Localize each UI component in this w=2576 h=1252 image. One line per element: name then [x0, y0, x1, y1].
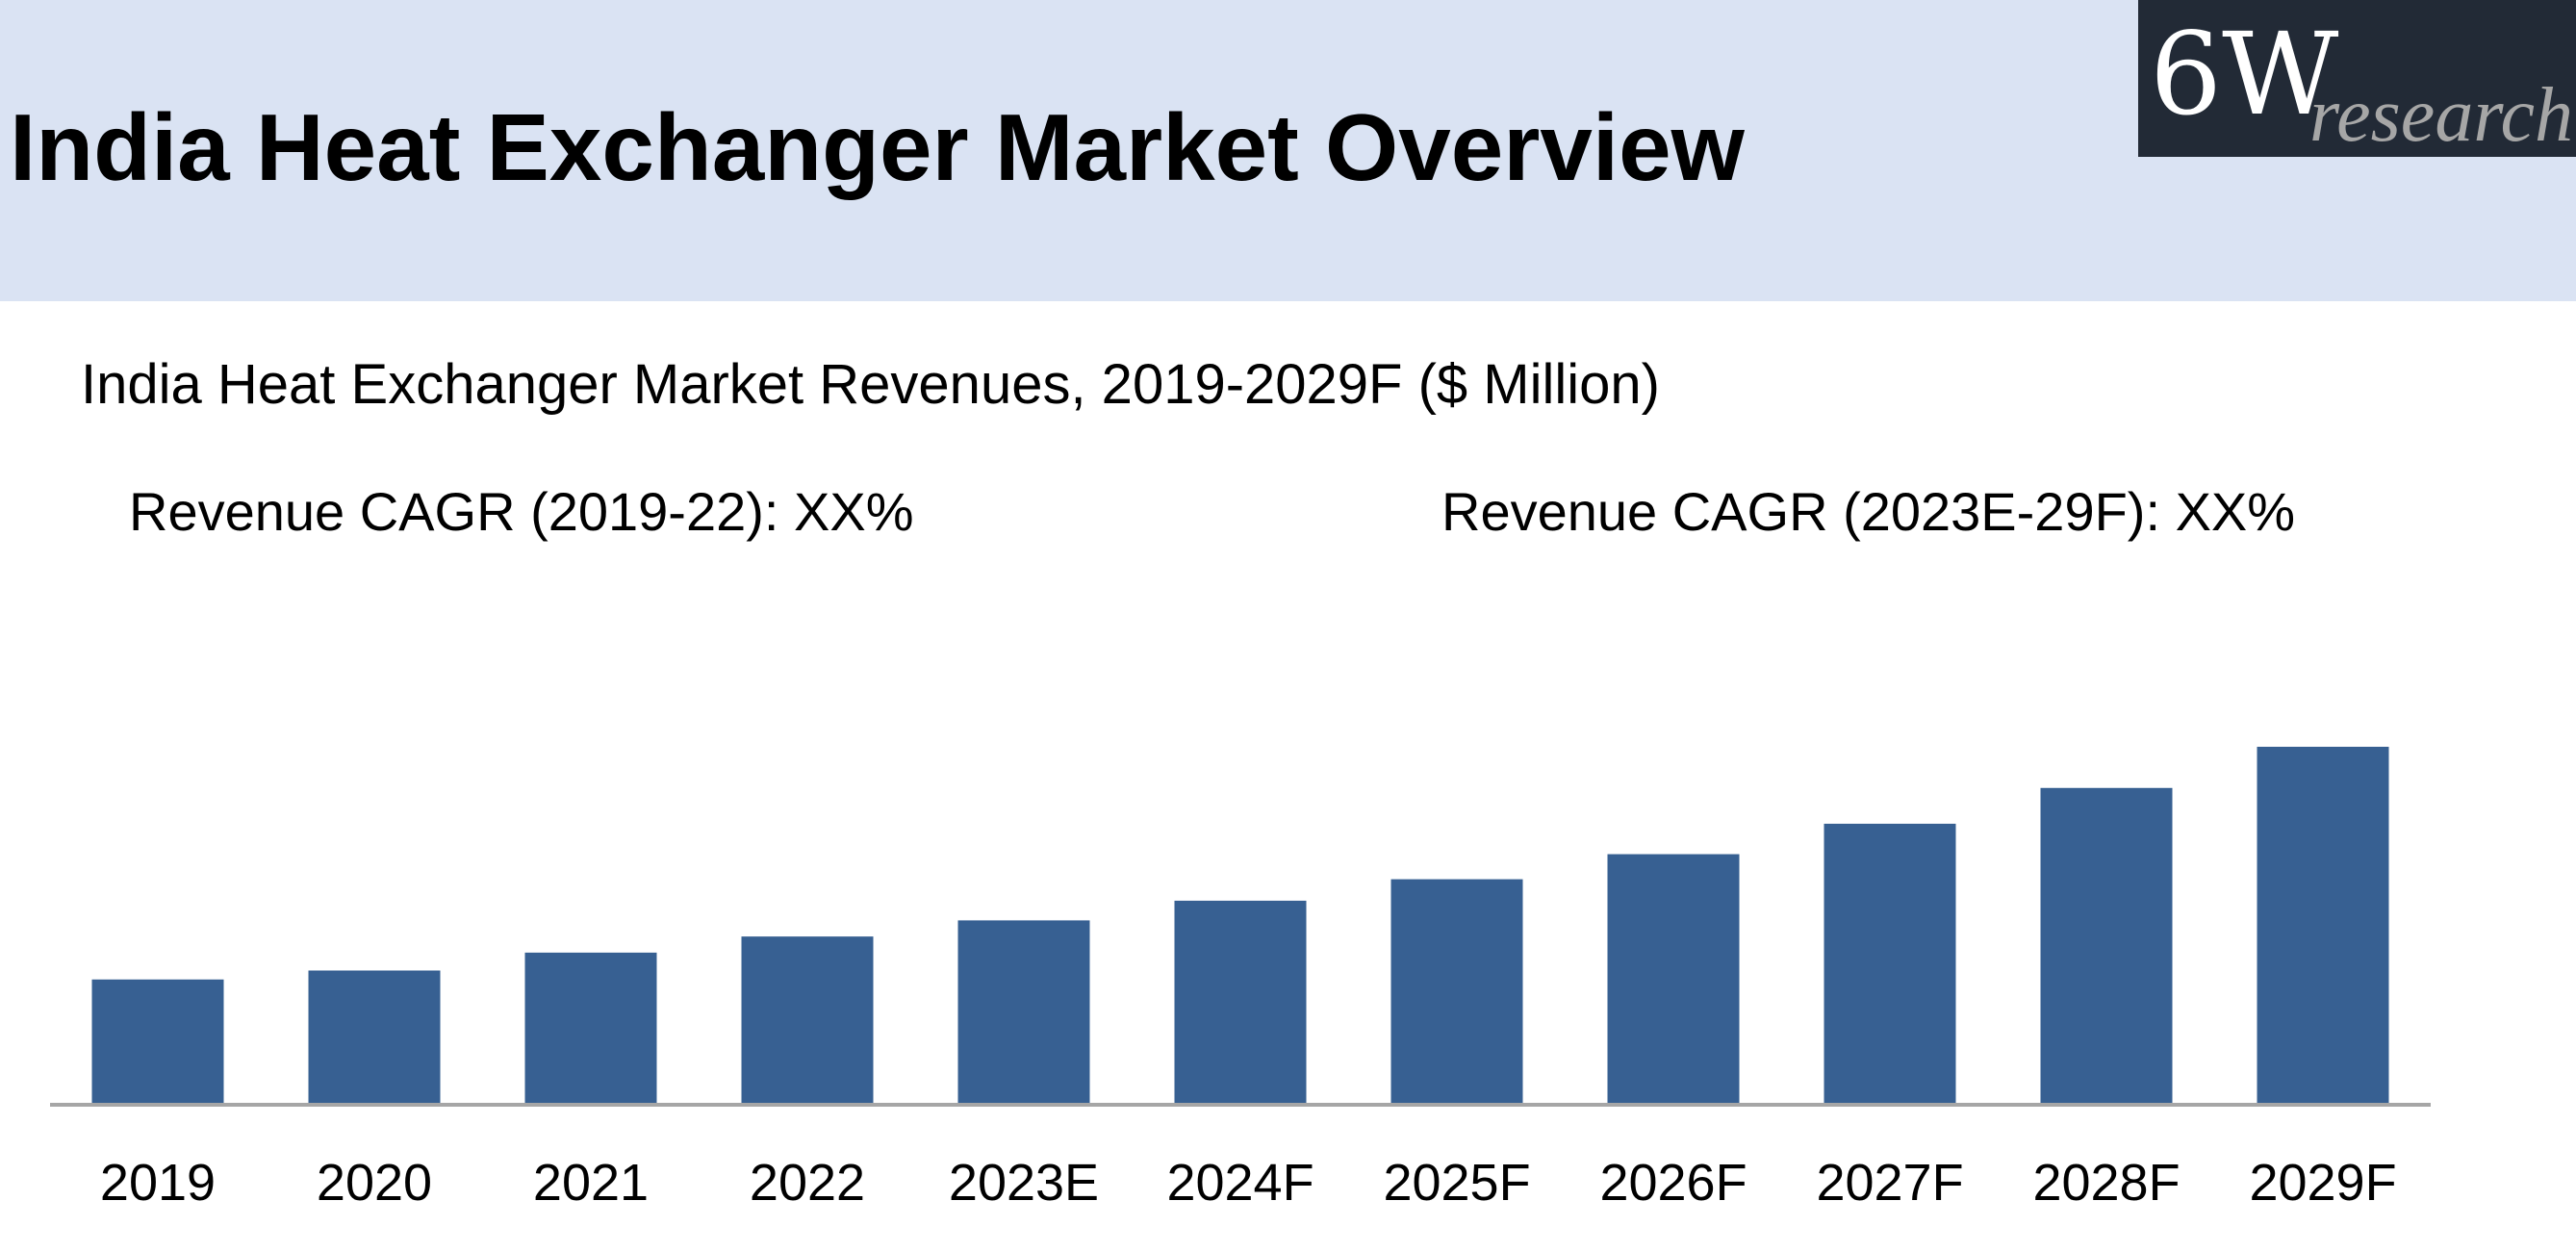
bar-2024F — [1174, 900, 1307, 1105]
bar-2020 — [308, 970, 441, 1105]
bar-2028F — [2040, 787, 2173, 1105]
x-tick-label-2023E: 2023E — [949, 1154, 1099, 1212]
x-tick-label-2019: 2019 — [100, 1154, 216, 1212]
brand-logo: 6W research — [2138, 0, 2576, 157]
page-title: India Heat Exchanger Market Overview — [10, 94, 1745, 200]
bar-2019 — [91, 979, 224, 1105]
bar-2026F — [1607, 854, 1740, 1105]
logo-main-text: 6W — [2150, 8, 2339, 141]
bar-2027F — [1824, 823, 1956, 1105]
bar-2022 — [741, 936, 874, 1105]
x-tick-label-2025F: 2025F — [1383, 1154, 1530, 1212]
x-tick-label-2024F: 2024F — [1166, 1154, 1314, 1212]
bar-2029F — [2257, 747, 2389, 1105]
logo-sub-text: research — [2309, 73, 2573, 157]
x-tick-label-2029F: 2029F — [2249, 1154, 2396, 1212]
x-tick-label-2027F: 2027F — [1816, 1154, 1963, 1212]
x-tick-label-2028F: 2028F — [2032, 1154, 2180, 1212]
x-tick-label-2022: 2022 — [750, 1154, 865, 1212]
bar-2021 — [524, 952, 657, 1105]
header-banner: India Heat Exchanger Market Overview 6W … — [0, 0, 2576, 301]
x-tick-label-2026F: 2026F — [1599, 1154, 1747, 1212]
chart-title: India Heat Exchanger Market Revenues, 20… — [81, 353, 1660, 416]
x-tick-label-2021: 2021 — [533, 1154, 649, 1212]
cagr-historic: Revenue CAGR (2019-22): XX% — [129, 481, 914, 542]
bar-2023E — [957, 920, 1090, 1105]
x-tick-label-2020: 2020 — [317, 1154, 432, 1212]
bar-2025F — [1390, 879, 1523, 1105]
cagr-forecast: Revenue CAGR (2023E-29F): XX% — [1441, 481, 2296, 542]
